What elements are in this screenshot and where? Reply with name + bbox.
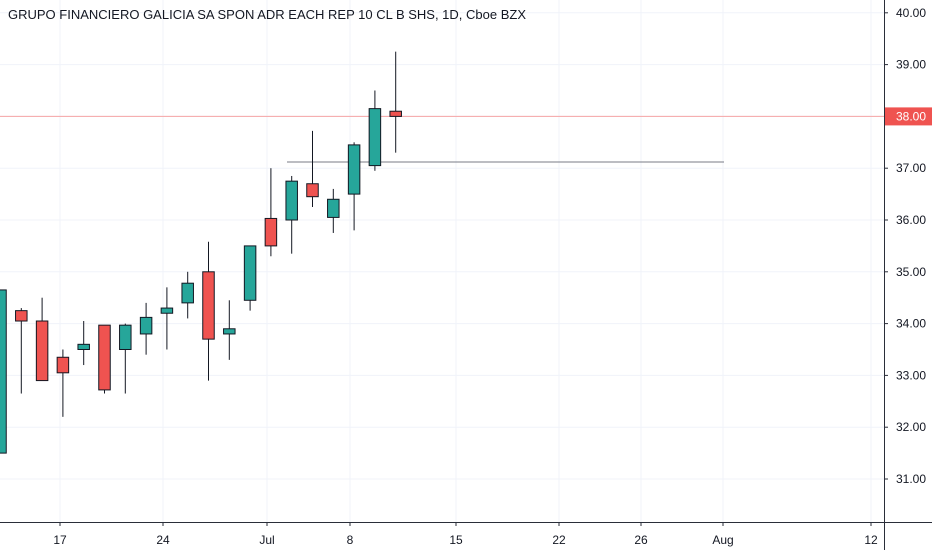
y-tick-label: 32.00 — [896, 420, 926, 434]
candle — [0, 289, 7, 454]
x-tick-label: 17 — [53, 533, 67, 547]
candle — [347, 142, 361, 231]
candle-body-up — [327, 198, 340, 218]
y-tick-label: 39.00 — [896, 58, 926, 72]
y-tick-label: 34.00 — [896, 317, 926, 331]
candle-body-down — [35, 320, 49, 382]
grid — [0, 0, 884, 522]
candle — [35, 297, 49, 382]
candle-body-up — [243, 245, 257, 301]
candle-body-down — [98, 324, 111, 391]
candle — [160, 287, 174, 350]
candle-body-down — [306, 183, 319, 198]
y-tick-label: 35.00 — [896, 265, 926, 279]
candle-body-up — [160, 307, 174, 314]
candle-body-down — [389, 110, 402, 117]
candle-body-up — [139, 316, 153, 335]
x-tick-label: 15 — [449, 533, 463, 547]
current-price-badge — [885, 107, 932, 126]
candle-body-up — [285, 180, 298, 221]
current-price-label: 38.00 — [896, 109, 926, 123]
candle — [389, 51, 402, 153]
candle-body-up — [181, 282, 194, 304]
candle — [15, 308, 28, 394]
candle — [98, 324, 111, 394]
candle — [119, 323, 132, 394]
x-tick-label: Jul — [259, 533, 274, 547]
candle — [56, 349, 70, 417]
candle — [243, 245, 257, 311]
candle — [264, 168, 278, 257]
candle-body-up — [119, 324, 132, 350]
chart-title: GRUPO FINANCIERO GALICIA SA SPON ADR EAC… — [8, 7, 526, 22]
candle — [306, 130, 319, 208]
horizontal-lines — [0, 115, 884, 163]
candle-body-up — [368, 108, 382, 167]
candle — [327, 188, 340, 233]
x-tick-label: 12 — [864, 533, 878, 547]
y-tick-label: 33.00 — [896, 368, 926, 382]
x-tick-label: 24 — [156, 533, 170, 547]
candle-body-down — [56, 356, 70, 374]
candle — [223, 300, 236, 360]
candle-body-up — [77, 343, 90, 351]
candle — [139, 302, 153, 355]
candle-body-up — [223, 328, 236, 335]
candle — [368, 90, 382, 171]
y-tick-label: 40.00 — [896, 6, 926, 20]
x-tick-label: 22 — [552, 533, 566, 547]
candles — [0, 51, 402, 454]
y-tick-label: 36.00 — [896, 213, 926, 227]
candle — [181, 271, 194, 319]
x-tick-label: 8 — [347, 533, 354, 547]
y-tick-label: 31.00 — [896, 472, 926, 486]
candle — [77, 321, 90, 366]
candle-body-up — [0, 289, 7, 454]
candle-body-up — [347, 144, 361, 195]
candle — [285, 175, 298, 254]
candle-body-down — [264, 217, 278, 247]
y-tick-label: 37.00 — [896, 161, 926, 175]
candle-body-down — [202, 271, 215, 340]
x-tick-label: Aug — [712, 533, 733, 547]
x-tick-label: 26 — [634, 533, 648, 547]
candle-body-down — [15, 310, 28, 322]
candle — [202, 241, 215, 381]
